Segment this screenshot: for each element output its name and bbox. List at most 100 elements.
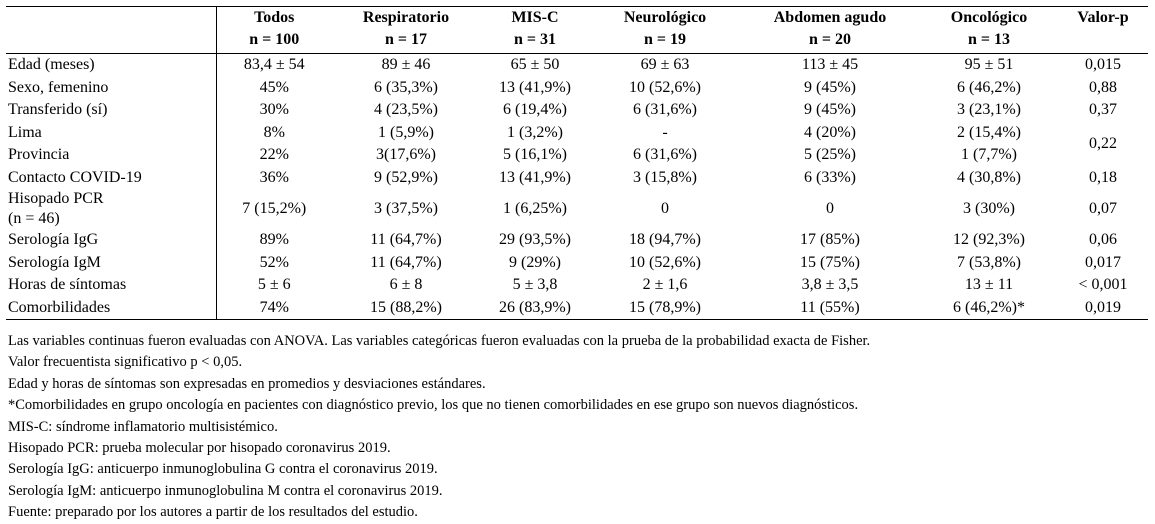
cell-todos: 7 (15,2%) — [215, 189, 332, 229]
col-header-oncologico: Oncológico n = 13 — [920, 6, 1058, 54]
row-label-line2: (n = 46) — [8, 210, 60, 227]
row-label: Comorbilidades — [6, 296, 216, 320]
cell-p-value: 0,019 — [1058, 296, 1148, 320]
cell-oncologico: 7 (53,8%) — [957, 253, 1021, 271]
cell-todos: 89% — [215, 229, 332, 252]
cell-mis-c: 6 (19,4%) — [503, 101, 567, 118]
row-label: Provincia — [8, 146, 70, 163]
cell-oncologico: 13 ± 11 — [964, 276, 1014, 293]
header-row: Todos n = 100 Respiratorio n = 17 MIS-C n =… — [6, 6, 1148, 54]
cell-respiratorio: 1 (5,9%) — [378, 123, 434, 141]
table-row: Serología IgM 52% 11 (64,7%) 9 (29%) 10 … — [6, 251, 1148, 274]
cell-neurologico: 3 (15,8%) — [633, 168, 697, 186]
footnote: *Comorbilidades en grupo oncología en pa… — [8, 397, 859, 414]
row-label: Edad (meses) — [8, 56, 95, 73]
col-header-mis-c: MIS-C n = 31 — [480, 6, 590, 54]
header-stub — [6, 6, 216, 54]
cell-mis-c: 5 (16,1%) — [503, 146, 567, 163]
cell-respiratorio: 3 (37,5%) — [374, 200, 438, 217]
footnote: Las variables continuas fueron evaluadas… — [8, 333, 871, 349]
cell-respiratorio: 89 ± 46 — [381, 56, 431, 73]
row-label: Contacto COVID-19 — [8, 168, 142, 186]
col-header-valor-p: Valor-p — [1058, 6, 1148, 54]
cell-abdomen-agudo: 17 (85%) — [800, 231, 860, 248]
table-row: Hisopado PCR (n = 46) 7 (15,2%) 3 (37,5%)… — [6, 189, 1148, 229]
cell-mis-c: 5 ± 3,8 — [512, 276, 558, 293]
cell-mis-c: 1 (3,2%) — [507, 123, 563, 141]
table-footnotes: Las variables continuas fueron evaluadas… — [8, 331, 1148, 524]
cell-oncologico: 1 (7,7%) — [961, 146, 1017, 163]
cell-oncologico: 2 (15,4%) — [957, 123, 1021, 141]
cell-abdomen-agudo: 9 (45%) — [804, 101, 856, 118]
cell-abdomen-agudo: 6 (33%) — [804, 168, 856, 186]
cell-neurologico: - — [662, 123, 668, 141]
cell-neurologico: 10 (52,6%) — [629, 253, 701, 271]
cell-mis-c: 13 (41,9%) — [499, 78, 571, 96]
cell-todos: 22% — [215, 144, 332, 167]
cell-p-value: 0,06 — [1089, 231, 1117, 248]
cell-mis-c: 9 (29%) — [509, 253, 561, 271]
cell-todos: 8% — [215, 121, 332, 144]
cell-todos: 74% — [215, 296, 332, 320]
cell-abdomen-agudo: 9 (45%) — [804, 78, 856, 96]
col-header-respiratorio: Respiratorio n = 17 — [332, 6, 480, 54]
footnote: Serología IgM: anticuerpo inmunoglobulin… — [8, 482, 443, 499]
cell-oncologico: 3 (23,1%) — [957, 101, 1021, 118]
cell-abdomen-agudo: 0 — [826, 200, 834, 217]
table-row: Sexo, femenino 45% 6 (35,3%) 13 (41,9%) … — [6, 76, 1148, 99]
cell-neurologico: 0 — [661, 200, 669, 217]
results-table: Todos n = 100 Respiratorio n = 17 MIS-C n =… — [6, 6, 1148, 320]
row-label: Transferido (sí) — [8, 101, 108, 118]
table-row: Comorbilidades 74% 15 (88,2%) 26 (83,9%)… — [6, 296, 1148, 320]
cell-p-value: < 0,001 — [1078, 276, 1128, 293]
cell-oncologico: 12 (92,3%) — [953, 231, 1025, 248]
cell-todos: 30% — [215, 99, 332, 122]
cell-neurologico: 2 ± 1,6 — [642, 276, 688, 293]
cell-mis-c: 1 (6,25%) — [503, 200, 567, 217]
cell-neurologico: 10 (52,6%) — [629, 78, 701, 96]
cell-abdomen-agudo: 3,8 ± 3,5 — [801, 276, 859, 293]
cell-respiratorio: 15 (88,2%) — [332, 296, 480, 320]
cell-respiratorio: 11 (64,7%) — [370, 253, 442, 271]
cell-oncologico: 4 (30,8%) — [957, 168, 1021, 186]
row-label: Lima — [8, 123, 42, 141]
table-row: Contacto COVID-19 36% 9 (52,9%) 13 (41,9… — [6, 166, 1148, 189]
cell-respiratorio: 3(17,6%) — [376, 146, 436, 163]
table-row: Edad (meses) 83,4 ± 54 89 ± 46 65 ± 50 6… — [6, 53, 1148, 77]
cell-p-value: 0,015 — [1085, 56, 1121, 73]
cell-abdomen-agudo: 5 (25%) — [804, 146, 856, 163]
cell-oncologico: 6 (46,2%) — [957, 78, 1021, 96]
col-header-neurologico: Neurológico n = 19 — [590, 6, 740, 54]
footnote: Hisopado PCR: prueba molecular por hisop… — [8, 439, 391, 456]
footnote: Edad y horas de síntomas son expresadas … — [8, 375, 486, 392]
cell-mis-c: 29 (93,5%) — [499, 231, 571, 248]
cell-respiratorio: 9 (52,9%) — [374, 168, 438, 186]
cell-respiratorio: 6 (35,3%) — [374, 78, 438, 96]
row-label: Horas de síntomas — [8, 276, 127, 293]
row-label: Hisopado PCR (n = 46) — [6, 189, 216, 229]
footnote: MIS-C: síndrome inflamatorio multisistém… — [8, 418, 278, 435]
table-row: Transferido (sí) 30% 4 (23,5%) 6 (19,4%)… — [6, 99, 1148, 122]
cell-p-value: 0,18 — [1089, 168, 1117, 186]
cell-todos: 83,4 ± 54 — [215, 53, 332, 77]
cell-todos: 36% — [215, 166, 332, 189]
cell-oncologico: 3 (30%) — [963, 200, 1015, 217]
cell-mis-c: 65 ± 50 — [510, 56, 560, 73]
footnote: Valor frecuentista significativo p < 0,0… — [8, 354, 243, 371]
col-header-abdomen-agudo: Abdomen agudo n = 20 — [740, 6, 920, 54]
table-row: Provincia 22% 3(17,6%) 5 (16,1%) 6 (31,6… — [6, 144, 1148, 167]
cell-p-value: 0,017 — [1085, 253, 1121, 271]
table-row: Horas de síntomas 5 ± 6 6 ± 8 5 ± 3,8 2 … — [6, 274, 1148, 297]
cell-abdomen-agudo: 15 (75%) — [800, 253, 860, 271]
cell-p-value: 0,07 — [1089, 200, 1117, 217]
row-label-line1: Hisopado PCR — [8, 190, 104, 207]
cell-p-value: 0,88 — [1089, 78, 1117, 96]
cell-respiratorio: 4 (23,5%) — [374, 101, 438, 118]
cell-respiratorio: 6 ± 8 — [389, 276, 423, 293]
cell-todos: 5 ± 6 — [215, 274, 332, 297]
cell-oncologico: 6 (46,2%)* — [920, 296, 1058, 320]
cell-todos: 52% — [215, 251, 332, 274]
cell-p-value: 0,37 — [1089, 101, 1117, 118]
row-label: Serología IgM — [8, 253, 101, 271]
cell-mis-c: 13 (41,9%) — [499, 168, 571, 186]
